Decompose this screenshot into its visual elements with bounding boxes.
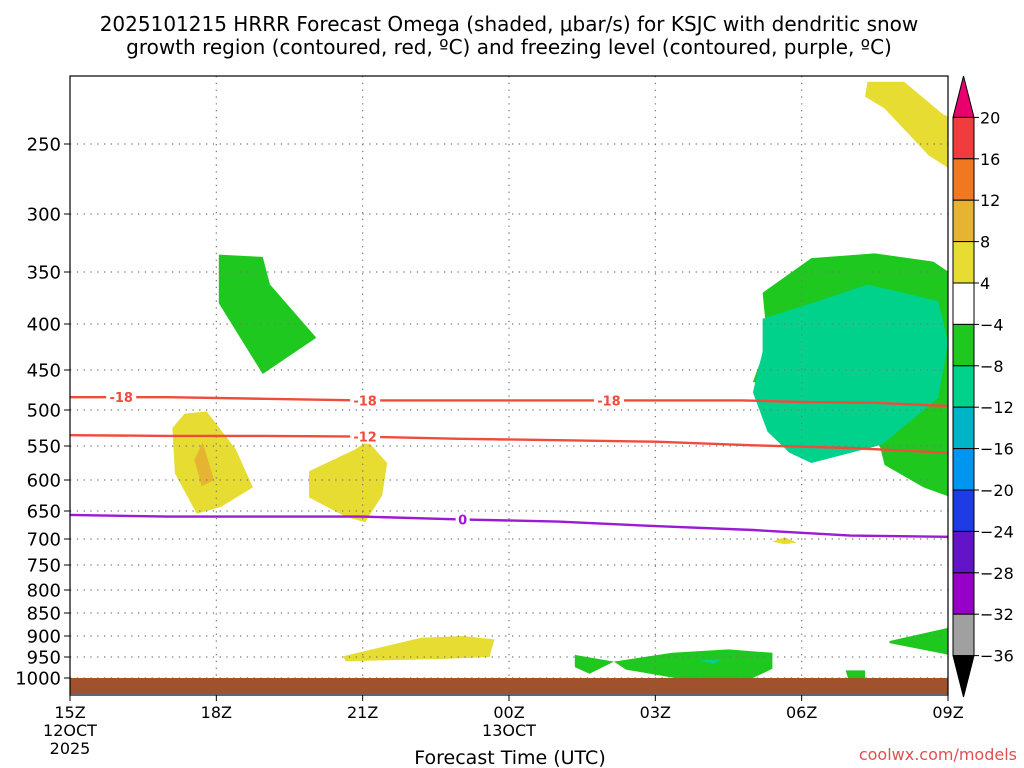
colorbar-swatch <box>952 282 975 325</box>
site-credit: coolwx.com/models <box>859 745 1017 764</box>
colorbar-label: −32 <box>980 605 1014 624</box>
grid-lines <box>70 76 948 695</box>
x-tick-label: 09Z <box>932 703 963 722</box>
colorbar-arrow-bottom <box>952 655 975 698</box>
colorbar-swatch <box>952 572 975 615</box>
omega-region <box>865 81 948 168</box>
colorbar-label: −4 <box>980 315 1004 334</box>
terrain-surface <box>70 678 948 694</box>
isotherm-label: -18 <box>109 391 133 406</box>
contour-lines: -18 -18 -18 -12 0 <box>70 389 948 539</box>
colorbar-label: −36 <box>980 647 1014 666</box>
colorbar-swatch <box>952 530 975 574</box>
y-tick-label: 500 <box>27 401 61 422</box>
colorbar: 20 16 12 8 4 −4 −8 −12 −16 −20 −24 −28 −32 −36 <box>952 75 1014 698</box>
omega-region <box>889 627 948 655</box>
colorbar-swatch <box>952 158 975 201</box>
y-tick-label: 950 <box>27 648 61 669</box>
colorbar-label: −20 <box>980 481 1014 500</box>
y-tick-label: 800 <box>27 581 61 602</box>
colorbar-label: 4 <box>980 274 990 293</box>
y-tick-label: 350 <box>27 263 61 284</box>
x-tick-label: 15Z <box>54 703 85 722</box>
isotherm-label: -18 <box>597 394 621 409</box>
chart-title-line-2: growth region (contoured, red, ºC) and f… <box>126 35 892 59</box>
colorbar-swatch <box>952 489 975 532</box>
colorbar-swatch <box>952 199 975 243</box>
y-tick-label: 250 <box>27 135 61 156</box>
x-tick-sublabel: 2025 <box>50 739 91 758</box>
colorbar-arrow-top <box>952 75 975 118</box>
omega-region <box>309 441 388 523</box>
y-tick-label: 550 <box>27 437 61 458</box>
colorbar-swatch <box>952 448 975 491</box>
y-tick-label: 750 <box>27 556 61 577</box>
y-tick-label: 650 <box>27 502 61 523</box>
omega-region <box>699 659 722 664</box>
omega-region <box>613 649 773 679</box>
colorbar-label: −28 <box>980 564 1014 583</box>
x-tick-label: 18Z <box>201 703 232 722</box>
colorbar-label: −12 <box>980 398 1014 417</box>
colorbar-label: −24 <box>980 522 1014 541</box>
isotherm-line <box>70 434 948 455</box>
colorbar-swatch <box>952 613 975 657</box>
isotherm-label-bg <box>455 511 470 527</box>
colorbar-label: 12 <box>980 191 1000 210</box>
omega-region <box>574 654 614 674</box>
y-tick-label: 850 <box>27 604 61 625</box>
omega-region <box>343 636 495 662</box>
colorbar-swatch <box>952 406 975 450</box>
colorbar-swatch <box>952 116 975 160</box>
omega-region <box>172 411 253 514</box>
colorbar-label: 8 <box>980 233 990 252</box>
omega-region <box>218 254 317 374</box>
isotherm-label: 0 <box>458 513 467 528</box>
y-tick-label: 400 <box>27 315 61 336</box>
omega-region <box>845 670 866 678</box>
omega-region <box>752 284 948 463</box>
x-tick-label: 00Z <box>493 703 524 722</box>
isotherm-line <box>70 513 948 539</box>
isotherm-label-bg <box>350 392 381 408</box>
colorbar-swatch <box>952 241 975 284</box>
x-axis-label: Forecast Time (UTC) <box>414 747 605 768</box>
x-tick-label: 21Z <box>347 703 378 722</box>
isotherm-label-bg <box>593 392 624 408</box>
x-tick-label: 06Z <box>786 703 817 722</box>
x-tick-sublabel: 12OCT <box>43 721 97 740</box>
colorbar-swatch <box>952 365 975 408</box>
omega-region <box>194 442 214 487</box>
chart-title-line-1: 2025101215 HRRR Forecast Omega (shaded, … <box>100 12 919 36</box>
isotherm-label-bg <box>350 428 381 444</box>
x-tick-sublabel: 13OCT <box>482 721 536 740</box>
y-tick-label: 900 <box>27 627 61 648</box>
colorbar-label: −16 <box>980 440 1014 459</box>
colorbar-label: 16 <box>980 150 1000 169</box>
y-tick-label: 1000 <box>15 669 61 690</box>
omega-region <box>772 537 797 545</box>
omega-shaded-regions <box>172 81 948 679</box>
y-tick-label: 300 <box>27 205 61 226</box>
isotherm-label: -12 <box>353 431 377 446</box>
y-tick-label: 450 <box>27 361 61 382</box>
isotherm-label: -18 <box>353 394 377 409</box>
colorbar-label: −8 <box>980 357 1004 376</box>
isotherm-label-bg <box>106 389 137 405</box>
x-tick-label: 03Z <box>640 703 671 722</box>
y-tick-label: 600 <box>27 471 61 492</box>
y-axis: 2503003504004505005506006507007508008509… <box>15 135 70 690</box>
y-tick-label: 700 <box>27 530 61 551</box>
colorbar-label: 20 <box>980 108 1000 127</box>
colorbar-swatch <box>952 323 975 367</box>
